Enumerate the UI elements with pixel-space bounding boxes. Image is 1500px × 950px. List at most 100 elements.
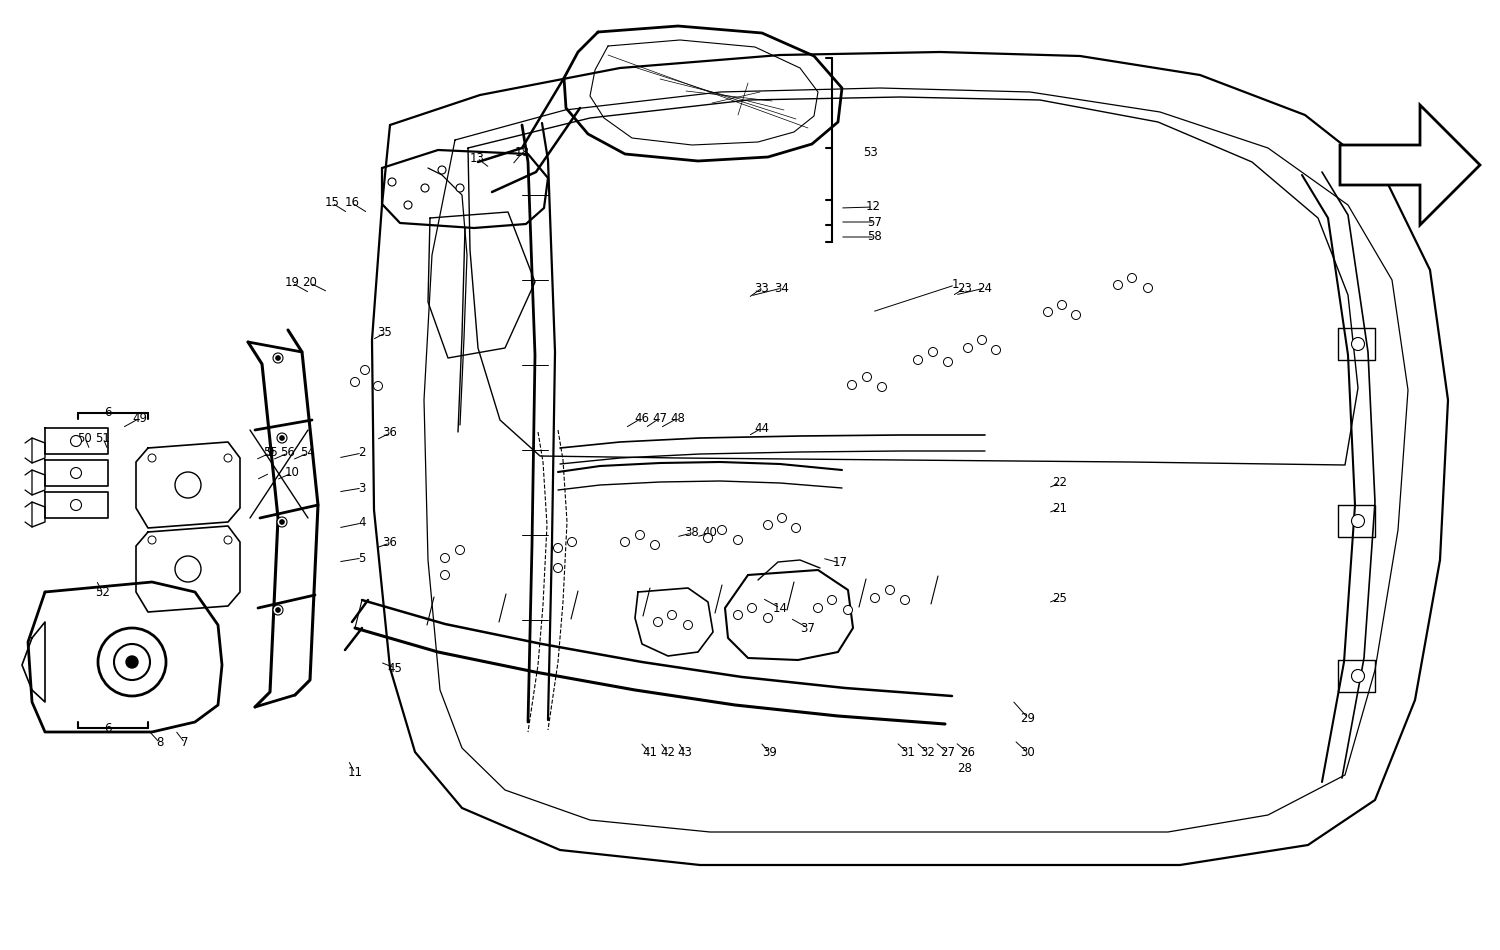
- Text: 33: 33: [754, 281, 770, 294]
- Text: 43: 43: [678, 747, 693, 759]
- Text: 40: 40: [702, 526, 717, 540]
- Circle shape: [734, 611, 742, 619]
- Text: 44: 44: [754, 422, 770, 434]
- Circle shape: [441, 571, 450, 579]
- Text: 22: 22: [1053, 477, 1068, 489]
- Circle shape: [992, 346, 1000, 354]
- Circle shape: [862, 372, 871, 382]
- Circle shape: [651, 541, 660, 549]
- Circle shape: [684, 620, 693, 630]
- Text: 2: 2: [358, 446, 366, 460]
- Text: 35: 35: [378, 327, 393, 339]
- Circle shape: [276, 608, 280, 612]
- Circle shape: [1352, 337, 1365, 351]
- Circle shape: [280, 436, 284, 440]
- Text: 24: 24: [978, 281, 993, 294]
- Circle shape: [734, 536, 742, 544]
- Circle shape: [764, 614, 772, 622]
- Circle shape: [928, 348, 938, 356]
- Circle shape: [273, 605, 284, 615]
- Text: 6: 6: [104, 721, 111, 734]
- Circle shape: [668, 611, 676, 619]
- Circle shape: [843, 605, 852, 615]
- Circle shape: [224, 454, 232, 462]
- Text: 19: 19: [285, 276, 300, 290]
- Text: 25: 25: [1053, 592, 1068, 604]
- Circle shape: [747, 603, 756, 613]
- Circle shape: [792, 523, 801, 533]
- Text: 38: 38: [684, 526, 699, 540]
- Circle shape: [70, 435, 81, 446]
- Circle shape: [456, 184, 464, 192]
- Circle shape: [777, 514, 786, 522]
- Text: 11: 11: [348, 767, 363, 780]
- Text: 4: 4: [358, 517, 366, 529]
- Circle shape: [963, 344, 972, 352]
- Text: 47: 47: [652, 411, 668, 425]
- Text: 9: 9: [267, 446, 273, 460]
- Text: 34: 34: [774, 281, 789, 294]
- Text: 55: 55: [262, 446, 278, 460]
- Text: 51: 51: [96, 431, 111, 445]
- Text: 7: 7: [182, 736, 189, 750]
- Circle shape: [148, 454, 156, 462]
- Circle shape: [70, 467, 81, 479]
- Text: 6: 6: [104, 407, 111, 420]
- Circle shape: [717, 525, 726, 535]
- Text: 36: 36: [382, 427, 398, 440]
- Text: 20: 20: [303, 276, 318, 290]
- Text: 8: 8: [156, 736, 164, 750]
- Circle shape: [944, 357, 952, 367]
- Circle shape: [422, 184, 429, 192]
- Circle shape: [1128, 274, 1137, 282]
- Circle shape: [360, 366, 369, 374]
- Text: 29: 29: [1020, 712, 1035, 725]
- Circle shape: [554, 563, 562, 573]
- Text: 50: 50: [78, 431, 93, 445]
- Circle shape: [388, 178, 396, 186]
- Text: 21: 21: [1053, 502, 1068, 515]
- Text: 32: 32: [921, 747, 936, 759]
- Circle shape: [900, 596, 909, 604]
- Text: 1: 1: [951, 278, 958, 292]
- Text: 15: 15: [324, 197, 339, 210]
- Text: 37: 37: [801, 621, 816, 635]
- Circle shape: [847, 381, 856, 390]
- Circle shape: [351, 377, 360, 387]
- Text: 36: 36: [382, 537, 398, 549]
- Text: 12: 12: [865, 200, 880, 214]
- Text: 46: 46: [634, 411, 650, 425]
- Circle shape: [176, 472, 201, 498]
- Text: 27: 27: [940, 747, 956, 759]
- Circle shape: [878, 383, 886, 391]
- Circle shape: [828, 596, 837, 604]
- Circle shape: [813, 603, 822, 613]
- Circle shape: [885, 585, 894, 595]
- Circle shape: [1071, 311, 1080, 319]
- Text: 14: 14: [772, 601, 788, 615]
- Circle shape: [1143, 283, 1152, 293]
- Text: 49: 49: [132, 411, 147, 425]
- Circle shape: [273, 353, 284, 363]
- Text: 28: 28: [957, 762, 972, 774]
- Circle shape: [978, 335, 987, 345]
- Text: 48: 48: [670, 411, 686, 425]
- Circle shape: [1044, 308, 1053, 316]
- Text: 58: 58: [867, 231, 882, 243]
- Circle shape: [567, 538, 576, 546]
- Text: 42: 42: [660, 747, 675, 759]
- Text: 52: 52: [96, 586, 111, 599]
- Circle shape: [1113, 280, 1122, 290]
- Text: 18: 18: [514, 146, 529, 160]
- Circle shape: [621, 538, 630, 546]
- Circle shape: [114, 644, 150, 680]
- Circle shape: [1058, 300, 1066, 310]
- Circle shape: [914, 355, 922, 365]
- Circle shape: [1352, 515, 1365, 527]
- Circle shape: [374, 382, 382, 390]
- Circle shape: [278, 517, 286, 527]
- Text: 57: 57: [867, 216, 882, 229]
- Text: 53: 53: [862, 146, 877, 160]
- Text: 30: 30: [1020, 747, 1035, 759]
- Circle shape: [280, 520, 284, 524]
